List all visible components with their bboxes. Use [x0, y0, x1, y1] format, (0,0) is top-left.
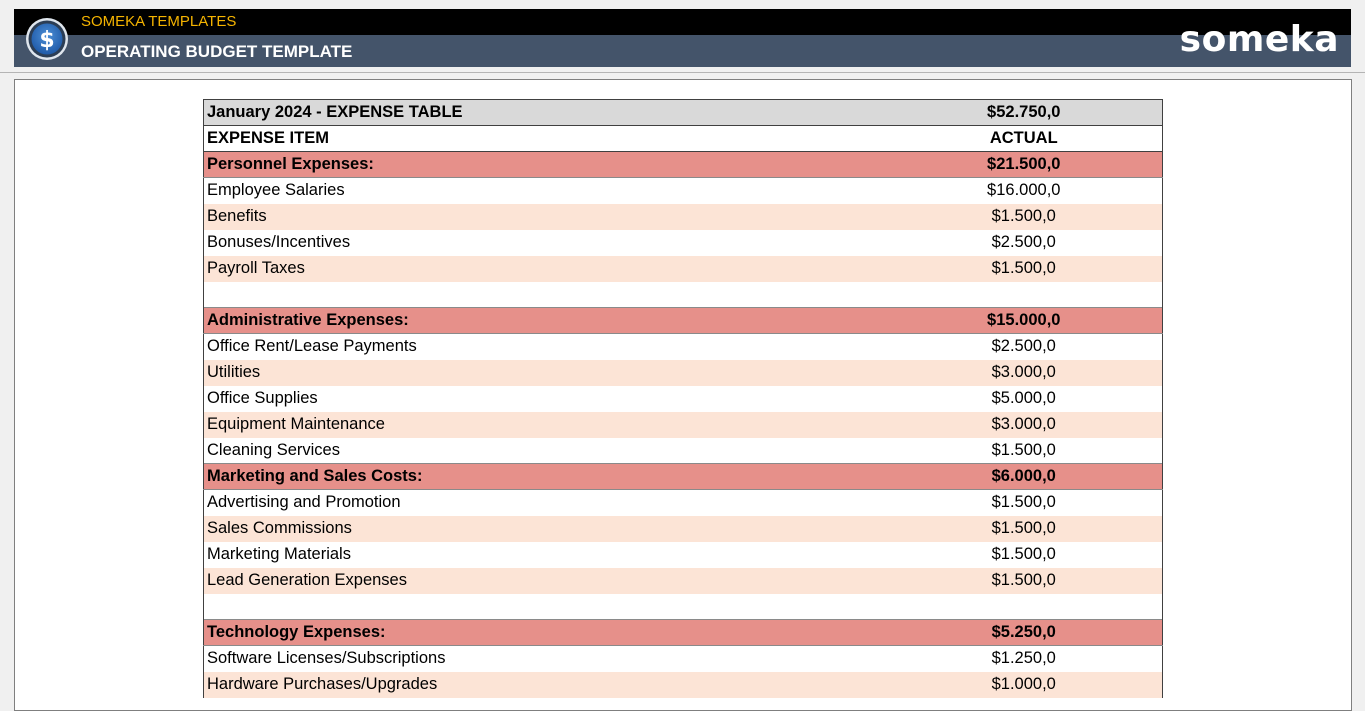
table-row: Advertising and Promotion $1.500,0: [203, 489, 1163, 516]
category-total[interactable]: $21.500,0: [972, 151, 1163, 178]
expense-item-label[interactable]: Software Licenses/Subscriptions: [203, 645, 973, 672]
expense-item-label[interactable]: Payroll Taxes: [203, 255, 973, 282]
expense-actual-value[interactable]: $2.500,0: [972, 229, 1163, 256]
table-row: Office Rent/Lease Payments $2.500,0: [203, 333, 1163, 360]
banner-top-band: [14, 9, 1351, 35]
blank-row: [203, 281, 1163, 308]
header-banner: $ SOMEKA TEMPLATES OPERATING BUDGET TEMP…: [14, 9, 1351, 67]
expense-item-label[interactable]: Advertising and Promotion: [203, 489, 973, 516]
expense-actual-value[interactable]: $3.000,0: [972, 359, 1163, 386]
expense-item-label[interactable]: Benefits: [203, 203, 973, 230]
table-row: Benefits $1.500,0: [203, 203, 1163, 230]
dollar-coin-icon: $: [26, 18, 68, 60]
expense-actual-value[interactable]: $1.500,0: [972, 437, 1163, 464]
expense-item-label[interactable]: Hardware Purchases/Upgrades: [203, 671, 973, 698]
expense-actual-value[interactable]: $1.000,0: [972, 671, 1163, 698]
expense-actual-value[interactable]: $5.000,0: [972, 385, 1163, 412]
expense-item-label[interactable]: Bonuses/Incentives: [203, 229, 973, 256]
column-header-item[interactable]: EXPENSE ITEM: [203, 125, 973, 152]
table-row: Software Licenses/Subscriptions $1.250,0: [203, 645, 1163, 672]
expense-item-label[interactable]: Office Rent/Lease Payments: [203, 333, 973, 360]
category-total[interactable]: $5.250,0: [972, 619, 1163, 646]
table-title[interactable]: January 2024 - EXPENSE TABLE: [203, 99, 973, 126]
banner-bottom-band: [14, 35, 1351, 67]
expense-item-label[interactable]: [203, 593, 973, 620]
expense-item-label[interactable]: Office Supplies: [203, 385, 973, 412]
expense-item-label[interactable]: Marketing Materials: [203, 541, 973, 568]
category-row: Technology Expenses: $5.250,0: [203, 619, 1163, 646]
expense-actual-value[interactable]: $1.500,0: [972, 541, 1163, 568]
blank-row: [203, 593, 1163, 620]
column-header-actual[interactable]: ACTUAL: [972, 125, 1163, 152]
table-row: Cleaning Services $1.500,0: [203, 437, 1163, 464]
table-row: Utilities $3.000,0: [203, 359, 1163, 386]
table-row: Payroll Taxes $1.500,0: [203, 255, 1163, 282]
toolbar-divider: [0, 72, 1365, 73]
category-total[interactable]: $6.000,0: [972, 463, 1163, 490]
expense-actual-value[interactable]: [972, 281, 1163, 308]
category-label[interactable]: Technology Expenses:: [203, 619, 973, 646]
expense-item-label[interactable]: Equipment Maintenance: [203, 411, 973, 438]
expense-actual-value[interactable]: $3.000,0: [972, 411, 1163, 438]
expense-actual-value[interactable]: $1.500,0: [972, 203, 1163, 230]
expense-item-label[interactable]: Lead Generation Expenses: [203, 567, 973, 594]
category-label[interactable]: Administrative Expenses:: [203, 307, 973, 334]
expense-actual-value[interactable]: [972, 593, 1163, 620]
category-row: Marketing and Sales Costs: $6.000,0: [203, 463, 1163, 490]
column-header-row: EXPENSE ITEM ACTUAL: [203, 125, 1163, 152]
expense-actual-value[interactable]: $1.250,0: [972, 645, 1163, 672]
brand-label: SOMEKA TEMPLATES: [81, 13, 237, 30]
table-total[interactable]: $52.750,0: [972, 99, 1163, 126]
expense-actual-value[interactable]: $1.500,0: [972, 515, 1163, 542]
expense-table: January 2024 - EXPENSE TABLE $52.750,0 E…: [203, 99, 1163, 698]
category-row: Personnel Expenses: $21.500,0: [203, 151, 1163, 178]
category-label[interactable]: Personnel Expenses:: [203, 151, 973, 178]
table-row: Employee Salaries $16.000,0: [203, 177, 1163, 204]
expense-item-label[interactable]: Sales Commissions: [203, 515, 973, 542]
table-row: Office Supplies $5.000,0: [203, 385, 1163, 412]
expense-actual-value[interactable]: $1.500,0: [972, 255, 1163, 282]
table-row: Hardware Purchases/Upgrades $1.000,0: [203, 671, 1163, 698]
page-title: OPERATING BUDGET TEMPLATE: [81, 42, 353, 61]
category-row: Administrative Expenses: $15.000,0: [203, 307, 1163, 334]
table-row: Marketing Materials $1.500,0: [203, 541, 1163, 568]
svg-text:$: $: [39, 28, 54, 53]
category-label[interactable]: Marketing and Sales Costs:: [203, 463, 973, 490]
table-title-row: January 2024 - EXPENSE TABLE $52.750,0: [203, 99, 1163, 126]
top-strip: [0, 0, 1365, 9]
someka-logo[interactable]: someka: [1179, 19, 1339, 60]
table-row: Lead Generation Expenses $1.500,0: [203, 567, 1163, 594]
expense-item-label[interactable]: Cleaning Services: [203, 437, 973, 464]
expense-actual-value[interactable]: $1.500,0: [972, 567, 1163, 594]
table-row: Bonuses/Incentives $2.500,0: [203, 229, 1163, 256]
expense-actual-value[interactable]: $16.000,0: [972, 177, 1163, 204]
expense-actual-value[interactable]: $1.500,0: [972, 489, 1163, 516]
category-total[interactable]: $15.000,0: [972, 307, 1163, 334]
expense-item-label[interactable]: Utilities: [203, 359, 973, 386]
table-row: Equipment Maintenance $3.000,0: [203, 411, 1163, 438]
expense-actual-value[interactable]: $2.500,0: [972, 333, 1163, 360]
expense-item-label[interactable]: Employee Salaries: [203, 177, 973, 204]
spreadsheet-area: January 2024 - EXPENSE TABLE $52.750,0 E…: [14, 79, 1352, 711]
table-row: Sales Commissions $1.500,0: [203, 515, 1163, 542]
expense-item-label[interactable]: [203, 281, 973, 308]
